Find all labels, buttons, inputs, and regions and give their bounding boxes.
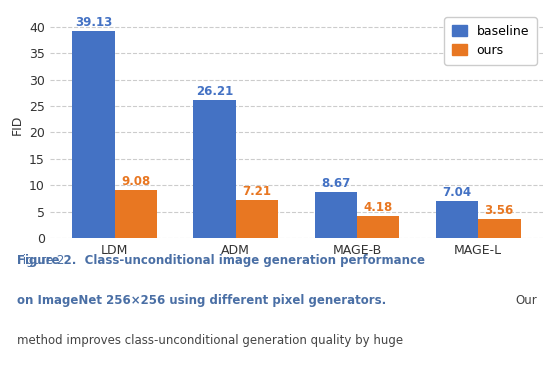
- Text: Our: Our: [516, 294, 537, 307]
- Bar: [193, 100, 236, 238]
- Text: 39.13: 39.13: [75, 16, 112, 30]
- Text: 7.04: 7.04: [442, 186, 471, 199]
- Text: Figure 2.  Class-unconditional image generation performance: Figure 2. Class-unconditional image gene…: [17, 254, 424, 266]
- Text: 4.18: 4.18: [363, 201, 393, 214]
- Text: 26.21: 26.21: [196, 85, 233, 97]
- Text: method improves class-unconditional generation quality by huge: method improves class-unconditional gene…: [17, 334, 403, 347]
- Bar: [435, 201, 478, 238]
- Bar: [315, 192, 357, 238]
- Y-axis label: FID: FID: [11, 114, 24, 135]
- Text: on ImageNet 256×256 using different pixel generators.: on ImageNet 256×256 using different pixe…: [17, 294, 386, 307]
- Bar: [115, 190, 157, 238]
- Bar: [478, 219, 521, 238]
- Text: Figure 2.: Figure 2.: [17, 254, 75, 266]
- Bar: [72, 31, 115, 238]
- Legend: baseline, ours: baseline, ours: [444, 17, 537, 65]
- Text: 9.08: 9.08: [121, 175, 151, 188]
- Text: 7.21: 7.21: [243, 185, 271, 198]
- Text: 3.56: 3.56: [485, 204, 514, 217]
- Bar: [236, 200, 278, 238]
- Bar: [357, 216, 399, 238]
- Text: 8.67: 8.67: [321, 177, 350, 190]
- Text: Figure 2.  Class-unconditional image generation performance: Figure 2. Class-unconditional image gene…: [17, 254, 424, 266]
